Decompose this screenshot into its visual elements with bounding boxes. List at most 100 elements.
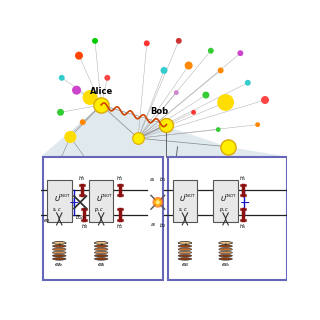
Text: $H_2$: $H_2$ bbox=[116, 222, 124, 231]
Ellipse shape bbox=[178, 245, 192, 247]
Ellipse shape bbox=[52, 254, 66, 257]
Text: $U$: $U$ bbox=[54, 194, 61, 203]
Point bbox=[164, 122, 169, 127]
Text: ♦: ♦ bbox=[99, 244, 103, 247]
Point bbox=[85, 159, 90, 164]
Point bbox=[174, 90, 179, 95]
Ellipse shape bbox=[52, 245, 66, 247]
FancyBboxPatch shape bbox=[172, 180, 197, 222]
Ellipse shape bbox=[178, 254, 192, 257]
Ellipse shape bbox=[178, 242, 192, 244]
Point bbox=[80, 120, 85, 125]
Point bbox=[255, 122, 260, 127]
Point bbox=[218, 68, 223, 73]
Ellipse shape bbox=[52, 258, 66, 260]
Ellipse shape bbox=[219, 248, 232, 251]
Point bbox=[59, 75, 64, 80]
Point bbox=[58, 110, 63, 115]
Text: ♦: ♦ bbox=[183, 244, 187, 247]
Text: $H_3$: $H_3$ bbox=[78, 174, 86, 182]
Ellipse shape bbox=[94, 245, 108, 247]
Point bbox=[203, 92, 208, 98]
Text: $+$: $+$ bbox=[68, 196, 80, 209]
Ellipse shape bbox=[94, 254, 108, 257]
Point bbox=[144, 41, 149, 46]
Ellipse shape bbox=[52, 251, 66, 254]
Ellipse shape bbox=[94, 248, 108, 251]
Point bbox=[216, 127, 221, 132]
Text: $H_6$: $H_6$ bbox=[239, 222, 247, 231]
FancyBboxPatch shape bbox=[213, 180, 238, 222]
Text: $a_2$: $a_2$ bbox=[149, 221, 156, 228]
Circle shape bbox=[152, 197, 163, 208]
Ellipse shape bbox=[219, 258, 232, 260]
Point bbox=[245, 80, 250, 85]
Point bbox=[223, 100, 228, 105]
Text: $U$: $U$ bbox=[96, 194, 103, 203]
Text: $\mathrm{CNOT}$: $\mathrm{CNOT}$ bbox=[183, 192, 196, 199]
Ellipse shape bbox=[219, 242, 232, 244]
Ellipse shape bbox=[94, 258, 108, 260]
Ellipse shape bbox=[52, 242, 66, 244]
Text: $U$: $U$ bbox=[220, 194, 227, 203]
Text: $e_B$: $e_B$ bbox=[181, 261, 189, 269]
Text: $e_{B\prime}$: $e_{B\prime}$ bbox=[220, 261, 231, 269]
Text: $b_2$: $b_2$ bbox=[159, 221, 166, 230]
Point bbox=[186, 63, 191, 68]
Point bbox=[68, 134, 73, 140]
Point bbox=[191, 110, 196, 115]
Circle shape bbox=[154, 198, 162, 206]
Point bbox=[226, 144, 231, 149]
Text: Bob: Bob bbox=[150, 107, 168, 116]
Text: $\mathrm{CNOT}$: $\mathrm{CNOT}$ bbox=[224, 192, 237, 199]
Point bbox=[88, 95, 93, 100]
Point bbox=[65, 134, 70, 140]
Text: Alice: Alice bbox=[90, 87, 113, 96]
Ellipse shape bbox=[219, 242, 232, 244]
Point bbox=[99, 102, 104, 108]
Text: $e_2$: $e_2$ bbox=[43, 217, 51, 225]
Point bbox=[262, 97, 268, 102]
Text: $p,c$: $p,c$ bbox=[94, 206, 104, 214]
Text: $H_1$: $H_1$ bbox=[116, 174, 124, 182]
Point bbox=[92, 38, 98, 44]
Point bbox=[162, 68, 167, 73]
Text: $e_{A\prime}$: $e_{A\prime}$ bbox=[54, 261, 64, 269]
Text: $BS_1$: $BS_1$ bbox=[75, 213, 85, 222]
Ellipse shape bbox=[219, 245, 232, 247]
Ellipse shape bbox=[94, 251, 108, 254]
Text: $a_1$: $a_1$ bbox=[149, 176, 156, 184]
Text: $-$: $-$ bbox=[238, 196, 250, 209]
FancyBboxPatch shape bbox=[43, 157, 163, 280]
Text: $H_5$: $H_5$ bbox=[239, 174, 247, 182]
Text: $e_A$: $e_A$ bbox=[97, 261, 105, 269]
Point bbox=[105, 75, 110, 80]
Ellipse shape bbox=[219, 254, 232, 257]
Text: $s,c$: $s,c$ bbox=[52, 207, 62, 213]
Point bbox=[176, 38, 181, 44]
Text: $\mathrm{CNOT}$: $\mathrm{CNOT}$ bbox=[100, 192, 113, 199]
Polygon shape bbox=[41, 105, 164, 157]
Point bbox=[136, 136, 141, 141]
Text: $H_4$: $H_4$ bbox=[81, 222, 88, 231]
Point bbox=[76, 53, 82, 58]
Text: $s,c$: $s,c$ bbox=[178, 207, 188, 213]
Ellipse shape bbox=[52, 248, 66, 251]
FancyBboxPatch shape bbox=[89, 180, 114, 222]
Ellipse shape bbox=[178, 248, 192, 251]
Text: ♦: ♦ bbox=[224, 244, 228, 247]
Ellipse shape bbox=[219, 251, 232, 254]
Text: $U$: $U$ bbox=[180, 194, 187, 203]
Text: $b_1$: $b_1$ bbox=[159, 175, 166, 184]
FancyBboxPatch shape bbox=[168, 157, 287, 280]
Text: $p,c$: $p,c$ bbox=[219, 206, 229, 214]
FancyBboxPatch shape bbox=[47, 180, 72, 222]
Ellipse shape bbox=[178, 242, 192, 244]
Point bbox=[238, 51, 243, 56]
Ellipse shape bbox=[178, 251, 192, 254]
Ellipse shape bbox=[178, 258, 192, 260]
Ellipse shape bbox=[52, 242, 66, 244]
Circle shape bbox=[156, 200, 160, 204]
Polygon shape bbox=[101, 105, 287, 157]
Point bbox=[208, 48, 213, 53]
